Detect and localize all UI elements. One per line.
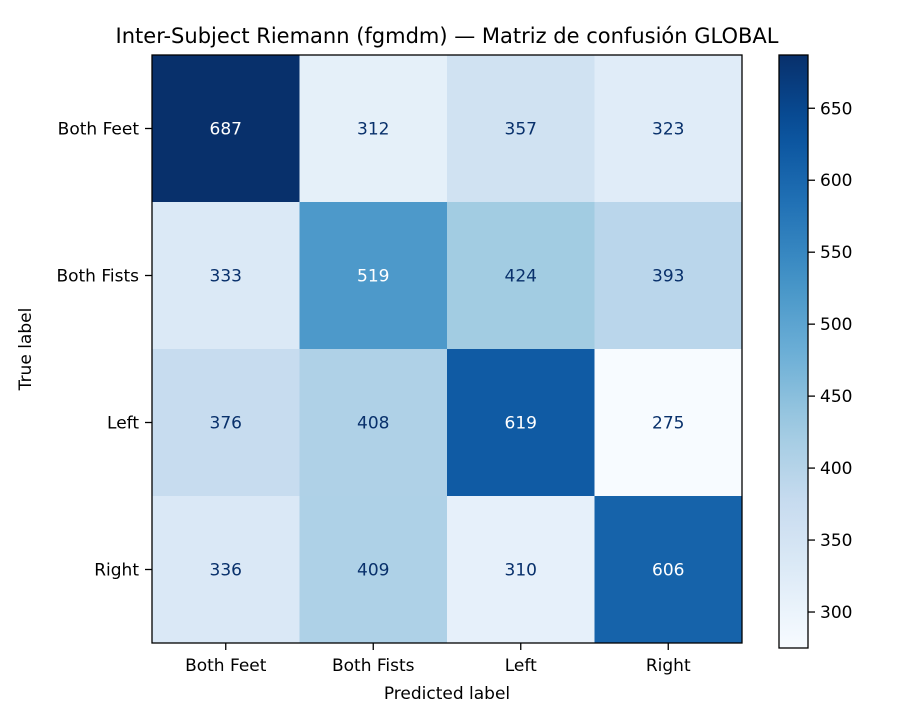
colorbar: 300 350 400 450 500 550 600 650 bbox=[778, 54, 852, 649]
heatmap-cell bbox=[152, 55, 300, 203]
cell-value-label: 619 bbox=[505, 414, 537, 434]
matrix-frame bbox=[151, 54, 743, 644]
cell-value-label: 357 bbox=[505, 120, 537, 140]
y-tick-label: Left bbox=[107, 414, 139, 434]
x-axis-ticks: Both Feet Both Fists Left Right bbox=[185, 643, 691, 676]
heatmap-cell bbox=[299, 55, 448, 203]
cell-value-label: 408 bbox=[357, 414, 389, 434]
x-axis-label: Predicted label bbox=[384, 684, 510, 704]
colorbar-tick-label: 500 bbox=[820, 315, 852, 335]
heatmap-cell bbox=[299, 202, 448, 350]
chart-title: Inter-Subject Riemann (fgmdm) — Matriz d… bbox=[116, 24, 779, 48]
heatmap-cell bbox=[299, 349, 448, 497]
colorbar-gradient bbox=[779, 55, 808, 648]
y-axis-ticks: Both Feet Both Fists Left Right bbox=[56, 120, 152, 581]
x-tick-label: Left bbox=[505, 656, 537, 676]
colorbar-tick-label: 450 bbox=[820, 387, 852, 407]
colorbar-tick-label: 350 bbox=[820, 531, 852, 551]
cell-value-label: 310 bbox=[505, 561, 537, 581]
heatmap-cell bbox=[594, 496, 743, 644]
cell-value-label: 519 bbox=[357, 267, 389, 287]
heatmap-cell bbox=[594, 55, 743, 203]
x-tick-label: Both Fists bbox=[332, 656, 415, 676]
y-tick-label: Both Feet bbox=[58, 120, 140, 140]
y-axis-label: True label bbox=[16, 308, 36, 392]
cell-value-label: 336 bbox=[210, 561, 242, 581]
colorbar-tick-label: 400 bbox=[820, 459, 852, 479]
heatmap-cell bbox=[594, 349, 743, 497]
heatmap-cells: 687 312 357 323 333 519 424 393 376 408 619 275 336 4… bbox=[152, 55, 743, 644]
heatmap-cell bbox=[299, 496, 448, 644]
cell-value-label: 323 bbox=[652, 120, 684, 140]
heatmap-cell bbox=[447, 55, 595, 203]
colorbar-tick-label: 300 bbox=[820, 603, 852, 623]
heatmap-cell bbox=[152, 496, 300, 644]
cell-value-label: 312 bbox=[357, 120, 389, 140]
heatmap-cell bbox=[447, 496, 595, 644]
cell-value-label: 393 bbox=[652, 267, 684, 287]
colorbar-tick-label: 600 bbox=[820, 171, 852, 191]
colorbar-tick-label: 650 bbox=[820, 99, 852, 119]
x-tick-label: Both Feet bbox=[185, 656, 267, 676]
heatmap-cell bbox=[447, 202, 595, 350]
y-tick-label: Right bbox=[94, 561, 139, 581]
cell-value-label: 424 bbox=[505, 267, 537, 287]
cell-value-label: 606 bbox=[652, 561, 684, 581]
cell-value-label: 376 bbox=[210, 414, 242, 434]
y-tick-label: Both Fists bbox=[56, 267, 139, 287]
heatmap-cell bbox=[152, 349, 300, 497]
cell-value-label: 409 bbox=[357, 561, 389, 581]
heatmap-cell bbox=[447, 349, 595, 497]
cell-value-label: 687 bbox=[210, 120, 242, 140]
heatmap-cell bbox=[594, 202, 743, 350]
x-tick-label: Right bbox=[646, 656, 691, 676]
heatmap-cell bbox=[152, 202, 300, 350]
colorbar-tick-label: 550 bbox=[820, 243, 852, 263]
cell-value-label: 333 bbox=[210, 267, 242, 287]
colorbar-frame bbox=[778, 54, 809, 649]
cell-value-label: 275 bbox=[652, 414, 684, 434]
